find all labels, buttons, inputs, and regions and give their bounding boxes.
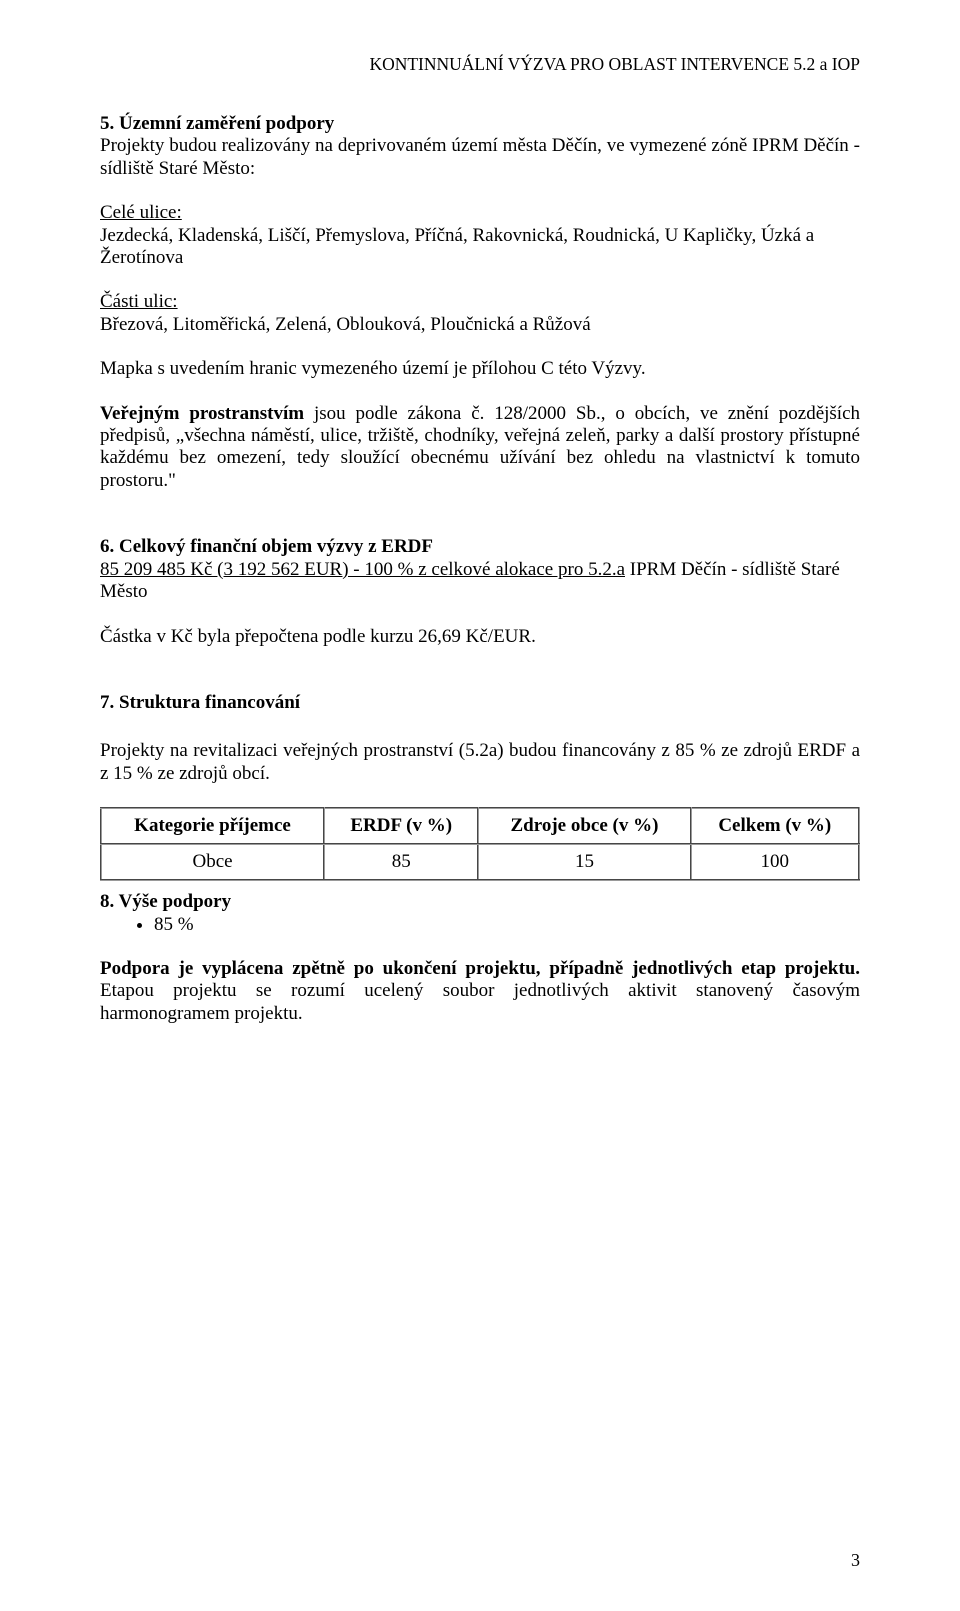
td-kategorie: Obce [101,844,324,880]
th-zdroje: Zdroje obce (v %) [478,808,690,844]
section-6-line1-underline: 85 209 485 Kč (3 192 562 EUR) - 100 % z … [100,559,625,580]
verejnym-para: Veřejným prostranstvím jsou podle zákona… [100,403,860,493]
section-7-intro: Projekty na revitalizaci veřejných prost… [100,740,860,785]
cele-ulice-label: Celé ulice: [100,202,182,223]
mapka-text: Mapka s uvedením hranic vymezeného území… [100,358,860,380]
table-row: Obce 85 15 100 [101,844,859,880]
section-7-heading: 7. Struktura financování [100,692,860,714]
section-8-bullet: 85 % [154,914,860,936]
section-6-line1: 85 209 485 Kč (3 192 562 EUR) - 100 % z … [100,559,860,604]
section-8-heading: 8. Výše podpory [100,891,860,913]
section-5-heading: 5. Územní zaměření podpory [100,113,860,135]
section-8-rest: Etapou projektu se rozumí ucelený soubor… [100,980,860,1023]
section-8-bullet-list: 85 % [100,914,860,936]
casti-ulic-text: Březová, Litoměřická, Zelená, Oblouková,… [100,314,860,336]
cele-ulice-block: Celé ulice: [100,202,860,224]
document-page: KONTINNUÁLNÍ VÝZVA PRO OBLAST INTERVENCE… [0,0,960,1611]
section-6-line2: Částka v Kč byla přepočtena podle kurzu … [100,626,860,648]
page-number: 3 [851,1550,860,1571]
section-8-bold: Podpora je vyplácena zpětně po ukončení … [100,958,860,979]
cele-ulice-text: Jezdecká, Kladenská, Liščí, Přemyslova, … [100,225,860,270]
running-header: KONTINNUÁLNÍ VÝZVA PRO OBLAST INTERVENCE… [100,54,860,75]
funding-table: Kategorie příjemce ERDF (v %) Zdroje obc… [100,807,860,881]
casti-ulic-block: Části ulic: [100,291,860,313]
table-header-row: Kategorie příjemce ERDF (v %) Zdroje obc… [101,808,859,844]
section-6-heading: 6. Celkový finanční objem výzvy z ERDF [100,536,860,558]
td-erdf: 85 [324,844,478,880]
section-5-intro: Projekty budou realizovány na deprivovan… [100,135,860,180]
td-celkem: 100 [691,844,859,880]
th-celkem: Celkem (v %) [691,808,859,844]
td-zdroje: 15 [478,844,690,880]
verejnym-bold: Veřejným prostranstvím [100,403,304,424]
th-kategorie: Kategorie příjemce [101,808,324,844]
th-erdf: ERDF (v %) [324,808,478,844]
section-8-para: Podpora je vyplácena zpětně po ukončení … [100,958,860,1025]
casti-ulic-label: Části ulic: [100,291,178,312]
